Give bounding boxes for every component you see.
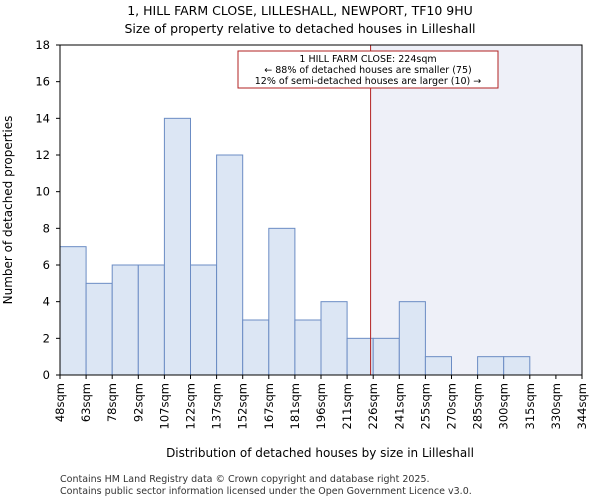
x-tick-label-167sqm: 167sqm [262, 383, 276, 429]
x-tick-label-255sqm: 255sqm [418, 383, 432, 429]
x-tick-label-344sqm: 344sqm [575, 383, 589, 429]
y-tick-label-10: 10 [35, 185, 50, 199]
y-tick-label-6: 6 [43, 258, 50, 272]
bar-122sqm [190, 264, 218, 376]
chart-subtitle: Size of property relative to detached ho… [124, 21, 475, 36]
bar-167sqm [268, 227, 296, 376]
footer-line-1: Contains HM Land Registry data © Crown c… [60, 474, 430, 485]
x-tick-label-92sqm: 92sqm [131, 383, 145, 422]
bar-107sqm [163, 117, 191, 376]
y-tick-label-8: 8 [43, 221, 50, 235]
bar-78sqm [111, 264, 139, 376]
bar-285sqm [477, 356, 505, 376]
y-tick-label-2: 2 [43, 331, 50, 345]
x-tick-label-152sqm: 152sqm [236, 383, 250, 429]
x-tick-label-226sqm: 226sqm [366, 383, 380, 429]
chart-title: 1, HILL FARM CLOSE, LILLESHALL, NEWPORT,… [127, 3, 473, 18]
bar-196sqm [320, 301, 348, 376]
annotation-line-1: 1 HILL FARM CLOSE: 224sqm [299, 54, 436, 65]
bars-layer [59, 117, 531, 376]
y-tick-label-0: 0 [43, 368, 50, 382]
bar-63sqm [85, 282, 113, 376]
bar-241sqm [398, 301, 426, 376]
y-axis: 0 2 4 6 8 10 12 14 16 18 [35, 38, 60, 382]
y-tick-label-4: 4 [43, 295, 50, 309]
x-tick-label-300sqm: 300sqm [497, 383, 511, 429]
bar-181sqm [294, 319, 322, 376]
x-tick-label-137sqm: 137sqm [210, 383, 224, 429]
y-tick-label-14: 14 [35, 111, 50, 125]
bar-211sqm [346, 337, 374, 376]
annotation-box [237, 50, 499, 89]
bar-300sqm [503, 356, 531, 376]
x-tick-label-285sqm: 285sqm [471, 383, 485, 429]
y-tick-label-12: 12 [35, 148, 50, 162]
y-tick-label-18: 18 [35, 38, 50, 52]
x-tick-label-241sqm: 241sqm [392, 383, 406, 429]
annotation-line-3: 12% of semi-detached houses are larger (… [255, 76, 482, 87]
bar-226sqm [372, 337, 400, 376]
property-annotation: 1 HILL FARM CLOSE: 224sqm ← 88% of detac… [237, 50, 499, 89]
x-tick-label-63sqm: 63sqm [79, 383, 93, 422]
x-tick-label-48sqm: 48sqm [53, 383, 67, 422]
annotation-line-2: ← 88% of detached houses are smaller (75… [264, 65, 471, 76]
bar-152sqm [242, 319, 270, 376]
x-tick-label-315sqm: 315sqm [523, 383, 537, 429]
x-axis: 48sqm 63sqm 78sqm 92sqm 107sqm 122sqm 137sqm 15… [53, 375, 589, 429]
x-axis-title: Distribution of detached houses by size … [166, 446, 474, 460]
x-tick-label-78sqm: 78sqm [105, 383, 119, 422]
bar-255sqm [424, 356, 452, 376]
x-tick-label-107sqm: 107sqm [157, 383, 171, 429]
footer-line-2: Contains public sector information licen… [60, 486, 472, 497]
y-axis-title: Number of detached properties [1, 116, 15, 305]
bar-92sqm [137, 264, 165, 376]
bar-137sqm [216, 154, 244, 376]
x-tick-label-330sqm: 330sqm [549, 383, 563, 429]
y-tick-label-16: 16 [35, 75, 50, 89]
x-tick-label-211sqm: 211sqm [340, 383, 354, 429]
x-tick-label-270sqm: 270sqm [445, 383, 459, 429]
x-tick-label-181sqm: 181sqm [288, 383, 302, 429]
x-tick-label-122sqm: 122sqm [184, 383, 198, 429]
x-tick-label-196sqm: 196sqm [314, 383, 328, 429]
bar-48sqm [59, 246, 87, 376]
